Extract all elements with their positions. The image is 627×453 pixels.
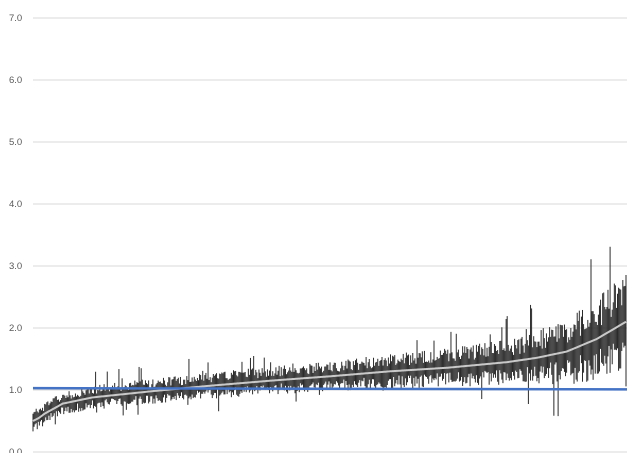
y-tick-label: 4.0 xyxy=(9,199,22,210)
y-tick-label: 1.0 xyxy=(9,385,22,396)
y-tick-label: 6.0 xyxy=(9,75,22,86)
y-tick-label: 2.0 xyxy=(9,323,22,334)
y-axis-tick-labels: 0.0 1.0 2.0 3.0 4.0 5.0 6.0 7.0 xyxy=(9,13,22,453)
y-tick-label: 3.0 xyxy=(9,261,22,272)
mean-line xyxy=(32,320,627,422)
error-bars xyxy=(32,246,627,432)
reference-line xyxy=(32,386,627,391)
y-tick-label: 5.0 xyxy=(9,137,22,148)
y-tick-label: 7.0 xyxy=(9,13,22,24)
y-tick-label: 0.0 xyxy=(9,447,22,453)
